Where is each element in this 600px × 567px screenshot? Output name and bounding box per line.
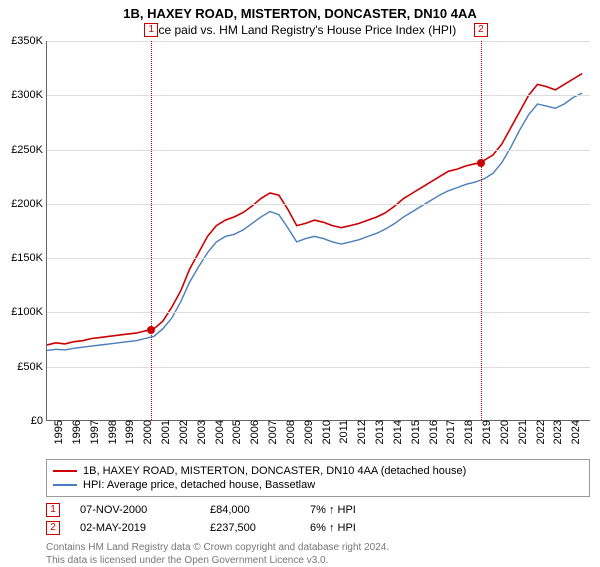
- transaction-delta: 6% ↑ HPI: [310, 522, 356, 534]
- chart-subtitle: Price paid vs. HM Land Registry's House …: [0, 21, 600, 41]
- y-axis-label: £350K: [11, 35, 47, 47]
- legend-item: 1B, HAXEY ROAD, MISTERTON, DONCASTER, DN…: [53, 464, 583, 478]
- x-axis-label: 2003: [194, 420, 208, 444]
- x-axis-label: 1997: [87, 420, 101, 444]
- x-axis-label: 2024: [568, 420, 582, 444]
- x-axis-label: 1999: [122, 420, 136, 444]
- x-axis-label: 2008: [283, 420, 297, 444]
- y-axis-label: £300K: [11, 89, 47, 101]
- transaction-index: 2: [46, 521, 60, 535]
- x-axis-label: 1995: [51, 420, 65, 444]
- legend-swatch: [53, 470, 77, 472]
- x-axis-label: 2016: [426, 420, 440, 444]
- x-axis-label: 2012: [354, 420, 368, 444]
- transaction-price: £84,000: [210, 504, 290, 516]
- legend-swatch: [53, 484, 77, 486]
- y-axis-label: £0: [31, 415, 47, 427]
- x-axis-label: 2020: [497, 420, 511, 444]
- x-axis-label: 2011: [336, 420, 350, 444]
- x-axis-label: 2023: [550, 420, 564, 444]
- x-axis-label: 2002: [176, 420, 190, 444]
- x-axis-label: 1998: [105, 420, 119, 444]
- chart-title: 1B, HAXEY ROAD, MISTERTON, DONCASTER, DN…: [0, 0, 600, 21]
- transaction-date: 07-NOV-2000: [80, 504, 190, 516]
- transaction-marker-label: 1: [144, 23, 158, 37]
- transaction-row: 1 07-NOV-2000 £84,000 7% ↑ HPI: [46, 501, 590, 519]
- x-axis-label: 2006: [247, 420, 261, 444]
- legend-label: HPI: Average price, detached house, Bass…: [83, 479, 315, 491]
- x-axis-label: 2001: [158, 420, 172, 444]
- transaction-point: [477, 159, 485, 167]
- x-axis-label: 2019: [479, 420, 493, 444]
- footer-attribution: Contains HM Land Registry data © Crown c…: [46, 541, 590, 567]
- legend-item: HPI: Average price, detached house, Bass…: [53, 478, 583, 492]
- x-axis-label: 1996: [69, 420, 83, 444]
- x-axis-label: 2000: [140, 420, 154, 444]
- x-axis-label: 2005: [229, 420, 243, 444]
- transaction-point: [147, 326, 155, 334]
- x-axis-label: 2009: [301, 420, 315, 444]
- y-axis-label: £100K: [11, 306, 47, 318]
- transaction-table: 1 07-NOV-2000 £84,000 7% ↑ HPI 2 02-MAY-2019 £…: [46, 501, 590, 537]
- transaction-marker-label: 2: [474, 23, 488, 37]
- x-axis-label: 2004: [212, 420, 226, 444]
- transaction-price: £237,500: [210, 522, 290, 534]
- chart-lines: [47, 41, 591, 421]
- y-axis-label: £200K: [11, 198, 47, 210]
- transaction-index: 1: [46, 503, 60, 517]
- x-axis-label: 2017: [443, 420, 457, 444]
- series-line: [47, 74, 582, 345]
- y-axis-label: £150K: [11, 252, 47, 264]
- transaction-row: 2 02-MAY-2019 £237,500 6% ↑ HPI: [46, 519, 590, 537]
- legend: 1B, HAXEY ROAD, MISTERTON, DONCASTER, DN…: [46, 459, 590, 497]
- y-axis-label: £50K: [17, 361, 47, 373]
- x-axis-label: 2021: [515, 420, 529, 444]
- x-axis-label: 2007: [265, 420, 279, 444]
- chart-plot-area: £0£50K£100K£150K£200K£250K£300K£350K1995…: [46, 41, 590, 421]
- x-axis-label: 2018: [461, 420, 475, 444]
- x-axis-label: 2013: [372, 420, 386, 444]
- x-axis-label: 2014: [390, 420, 404, 444]
- footer-line: This data is licensed under the Open Gov…: [46, 554, 590, 567]
- transaction-date: 02-MAY-2019: [80, 522, 190, 534]
- transaction-marker-line: [481, 41, 482, 420]
- x-axis-label: 2022: [533, 420, 547, 444]
- y-axis-label: £250K: [11, 144, 47, 156]
- x-axis-label: 2015: [408, 420, 422, 444]
- x-axis-label: 2010: [319, 420, 333, 444]
- legend-label: 1B, HAXEY ROAD, MISTERTON, DONCASTER, DN…: [83, 465, 466, 477]
- transaction-delta: 7% ↑ HPI: [310, 504, 356, 516]
- transaction-marker-line: [151, 41, 152, 420]
- footer-line: Contains HM Land Registry data © Crown c…: [46, 541, 590, 554]
